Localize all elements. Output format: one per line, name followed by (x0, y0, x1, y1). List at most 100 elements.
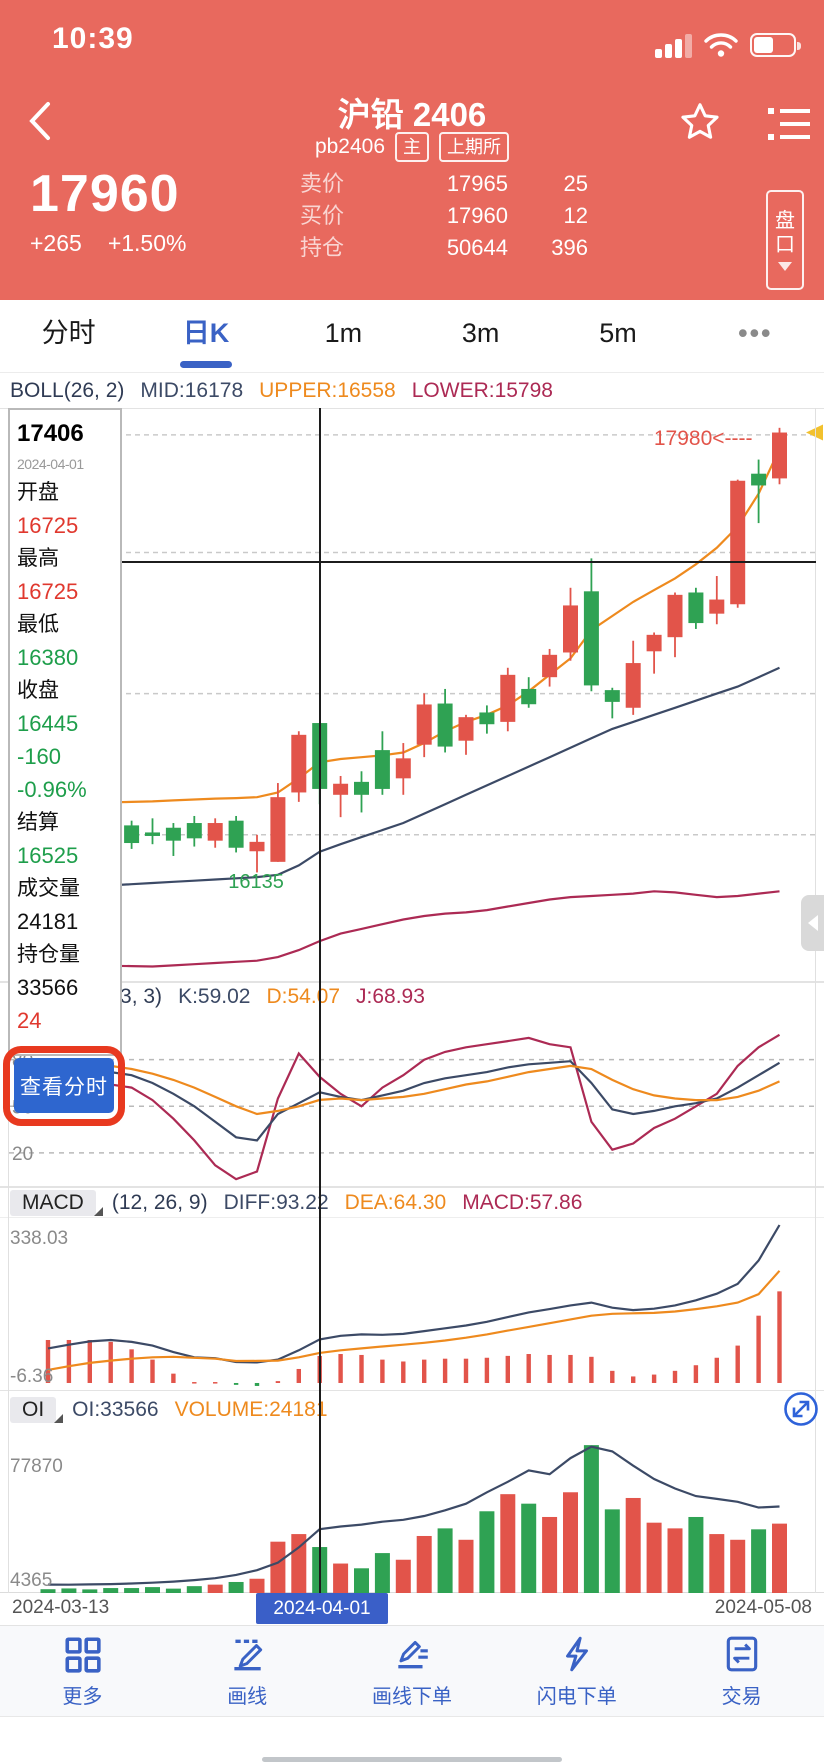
svg-text:77870: 77870 (10, 1456, 63, 1477)
toolbar-交易[interactable]: 交易 (659, 1626, 824, 1716)
boll-upper-value: UPPER:16558 (259, 378, 396, 402)
macd-macd-value: MACD:57.86 (462, 1190, 583, 1214)
back-button[interactable] (22, 96, 62, 146)
list-menu-icon[interactable] (766, 104, 812, 144)
triangle-left-icon (807, 915, 818, 931)
candlestick-chart[interactable]: 17980<---- 16135 (0, 408, 824, 982)
info-panel-row: 持仓量 (17, 943, 80, 966)
info-panel-row: 16725 (17, 513, 79, 538)
volume-chart[interactable]: 77870 4365 (0, 1428, 824, 1593)
kdj-chart[interactable]: 805020 (0, 1010, 824, 1187)
macd-header: MACD (12, 26, 9) DIFF:93.22 DEA:64.30 MA… (0, 1187, 824, 1218)
grid-icon (65, 1636, 102, 1673)
quote-row: 买价 17960 12 (300, 200, 590, 232)
svg-text:16135: 16135 (228, 871, 284, 893)
info-panel-row: 2024-04-01 (17, 456, 84, 472)
info-panel-row: 24181 (17, 909, 79, 934)
price-change: +265 +1.50% (30, 230, 186, 257)
home-indicator (262, 1757, 562, 1762)
main-contract-badge: 主 (395, 132, 430, 162)
toolbar-label: 画线 (227, 1685, 268, 1708)
change-percent: +1.50% (107, 230, 187, 256)
oi-selector[interactable]: OI (10, 1396, 64, 1423)
macd-selector[interactable]: MACD (10, 1189, 103, 1216)
svg-text:17980<----: 17980<---- (654, 427, 753, 450)
depth-button-label: 盘口 (775, 210, 795, 256)
exchange-badge: 上期所 (439, 132, 510, 162)
info-panel-row: 16725 (17, 579, 79, 604)
crosshair-horizontal[interactable] (8, 561, 816, 563)
info-panel-row: 33566 (17, 975, 79, 1000)
highlight-ring-annotation (3, 1046, 125, 1126)
tab-3m[interactable]: 3m (461, 318, 500, 348)
battery-icon (750, 33, 801, 57)
date-start: 2024-03-13 (12, 1597, 110, 1618)
date-crosshair: 2024-04-01 (256, 1593, 388, 1624)
contract-subline: pb2406 主 上期所 (0, 132, 824, 162)
wifi-icon (704, 33, 738, 57)
tab-分时[interactable]: 分时 (41, 318, 96, 348)
bottom-toolbar: 更多 画线 画线下单 闪电下单 交易 (0, 1625, 824, 1717)
boll-name[interactable]: BOLL(26, 2) (10, 378, 125, 402)
toolbar-label: 交易 (721, 1685, 762, 1708)
tab-•••[interactable]: ••• (738, 318, 773, 348)
toolbar-画线[interactable]: 画线 (165, 1626, 330, 1716)
quote-row: 卖价 17965 25 (300, 168, 590, 200)
quote-row: 持仓 50644 396 (300, 232, 590, 264)
macd-diff-value: DIFF:93.22 (223, 1190, 329, 1214)
draw-order-icon (398, 1640, 428, 1668)
info-panel-row: 最高 (17, 547, 59, 570)
info-panel-row: 结算 (17, 811, 59, 834)
boll-mid-value: MID:16178 (140, 378, 244, 402)
svg-text:-6.36: -6.36 (10, 1366, 53, 1387)
info-panel-row: 24 (17, 1008, 42, 1033)
trade-icon (726, 1636, 757, 1671)
info-panel-row: -0.96% (17, 777, 87, 802)
toolbar-label: 画线下单 (371, 1685, 452, 1708)
last-price: 17960 (30, 165, 180, 223)
svg-text:338.03: 338.03 (10, 1228, 68, 1249)
quote-qty: 12 (563, 203, 588, 228)
quote-value: 50644 (446, 235, 508, 260)
info-panel-row: 开盘 (17, 481, 59, 504)
kdj-j-value: J:68.93 (356, 984, 425, 1008)
info-panel-row: 16525 (17, 843, 79, 868)
oi-header: OI OI:33566 VOLUME:24181 (0, 1390, 824, 1428)
toolbar-更多[interactable]: 更多 (0, 1626, 165, 1716)
quote-qty: 396 (551, 235, 588, 260)
tab-日K[interactable]: 日K (137, 300, 274, 372)
date-end: 2024-05-08 (714, 1597, 812, 1618)
toolbar-闪电下单[interactable]: 闪电下单 (494, 1626, 659, 1716)
contract-code: pb2406 (314, 135, 386, 158)
period-tabs: 分时 日K 1m 3m 5m ••• (0, 300, 824, 373)
volume-value: VOLUME:24181 (174, 1397, 328, 1421)
info-panel-row: -160 (17, 744, 62, 769)
status-time: 10:39 (52, 22, 134, 55)
info-panel-row: 收盘 (17, 679, 59, 702)
quote-table: 卖价 17965 25 买价 17960 12 持仓 50644 396 (300, 168, 590, 264)
info-panel-row: 16380 (17, 645, 79, 670)
info-panel-row: 16445 (17, 711, 79, 736)
quote-label: 卖价 (300, 171, 345, 196)
quote-header: 10:39 沪铅 2406 pb2406 主 上期所 (0, 0, 824, 300)
date-axis: 2024-03-13 2024-04-01 2024-05-08 (0, 1593, 824, 1625)
side-drawer-handle[interactable] (801, 895, 824, 951)
expand-chart-icon[interactable] (783, 1391, 819, 1427)
boll-header: BOLL(26, 2) MID:16178 UPPER:16558 LOWER:… (0, 373, 824, 408)
view-intraday-button[interactable]: 查看分时 (14, 1058, 114, 1113)
favorite-star-icon[interactable] (678, 100, 722, 144)
toolbar-画线下单[interactable]: 画线下单 (330, 1626, 495, 1716)
depth-panel-button[interactable]: 盘口 (766, 190, 804, 290)
kdj-header: KDJ (9, 3, 3) K:59.02 D:54.07 J:68.93 (0, 982, 824, 1010)
tab-5m[interactable]: 5m (599, 318, 637, 348)
oi-value: OI:33566 (72, 1397, 159, 1421)
crosshair-vertical[interactable] (319, 408, 321, 1593)
flash-order-icon (565, 1636, 588, 1671)
crosshair-info-panel: 17406 2024-04-01 开盘 16725 最高 16725 最低 16380 收盘 16… (8, 408, 122, 1056)
macd-chart[interactable]: 338.03 -6.36 (0, 1218, 824, 1390)
quote-label: 买价 (300, 203, 345, 228)
tab-1m[interactable]: 1m (324, 318, 363, 348)
quote-qty: 25 (563, 171, 588, 196)
macd-dea-value: DEA:64.30 (344, 1190, 447, 1214)
